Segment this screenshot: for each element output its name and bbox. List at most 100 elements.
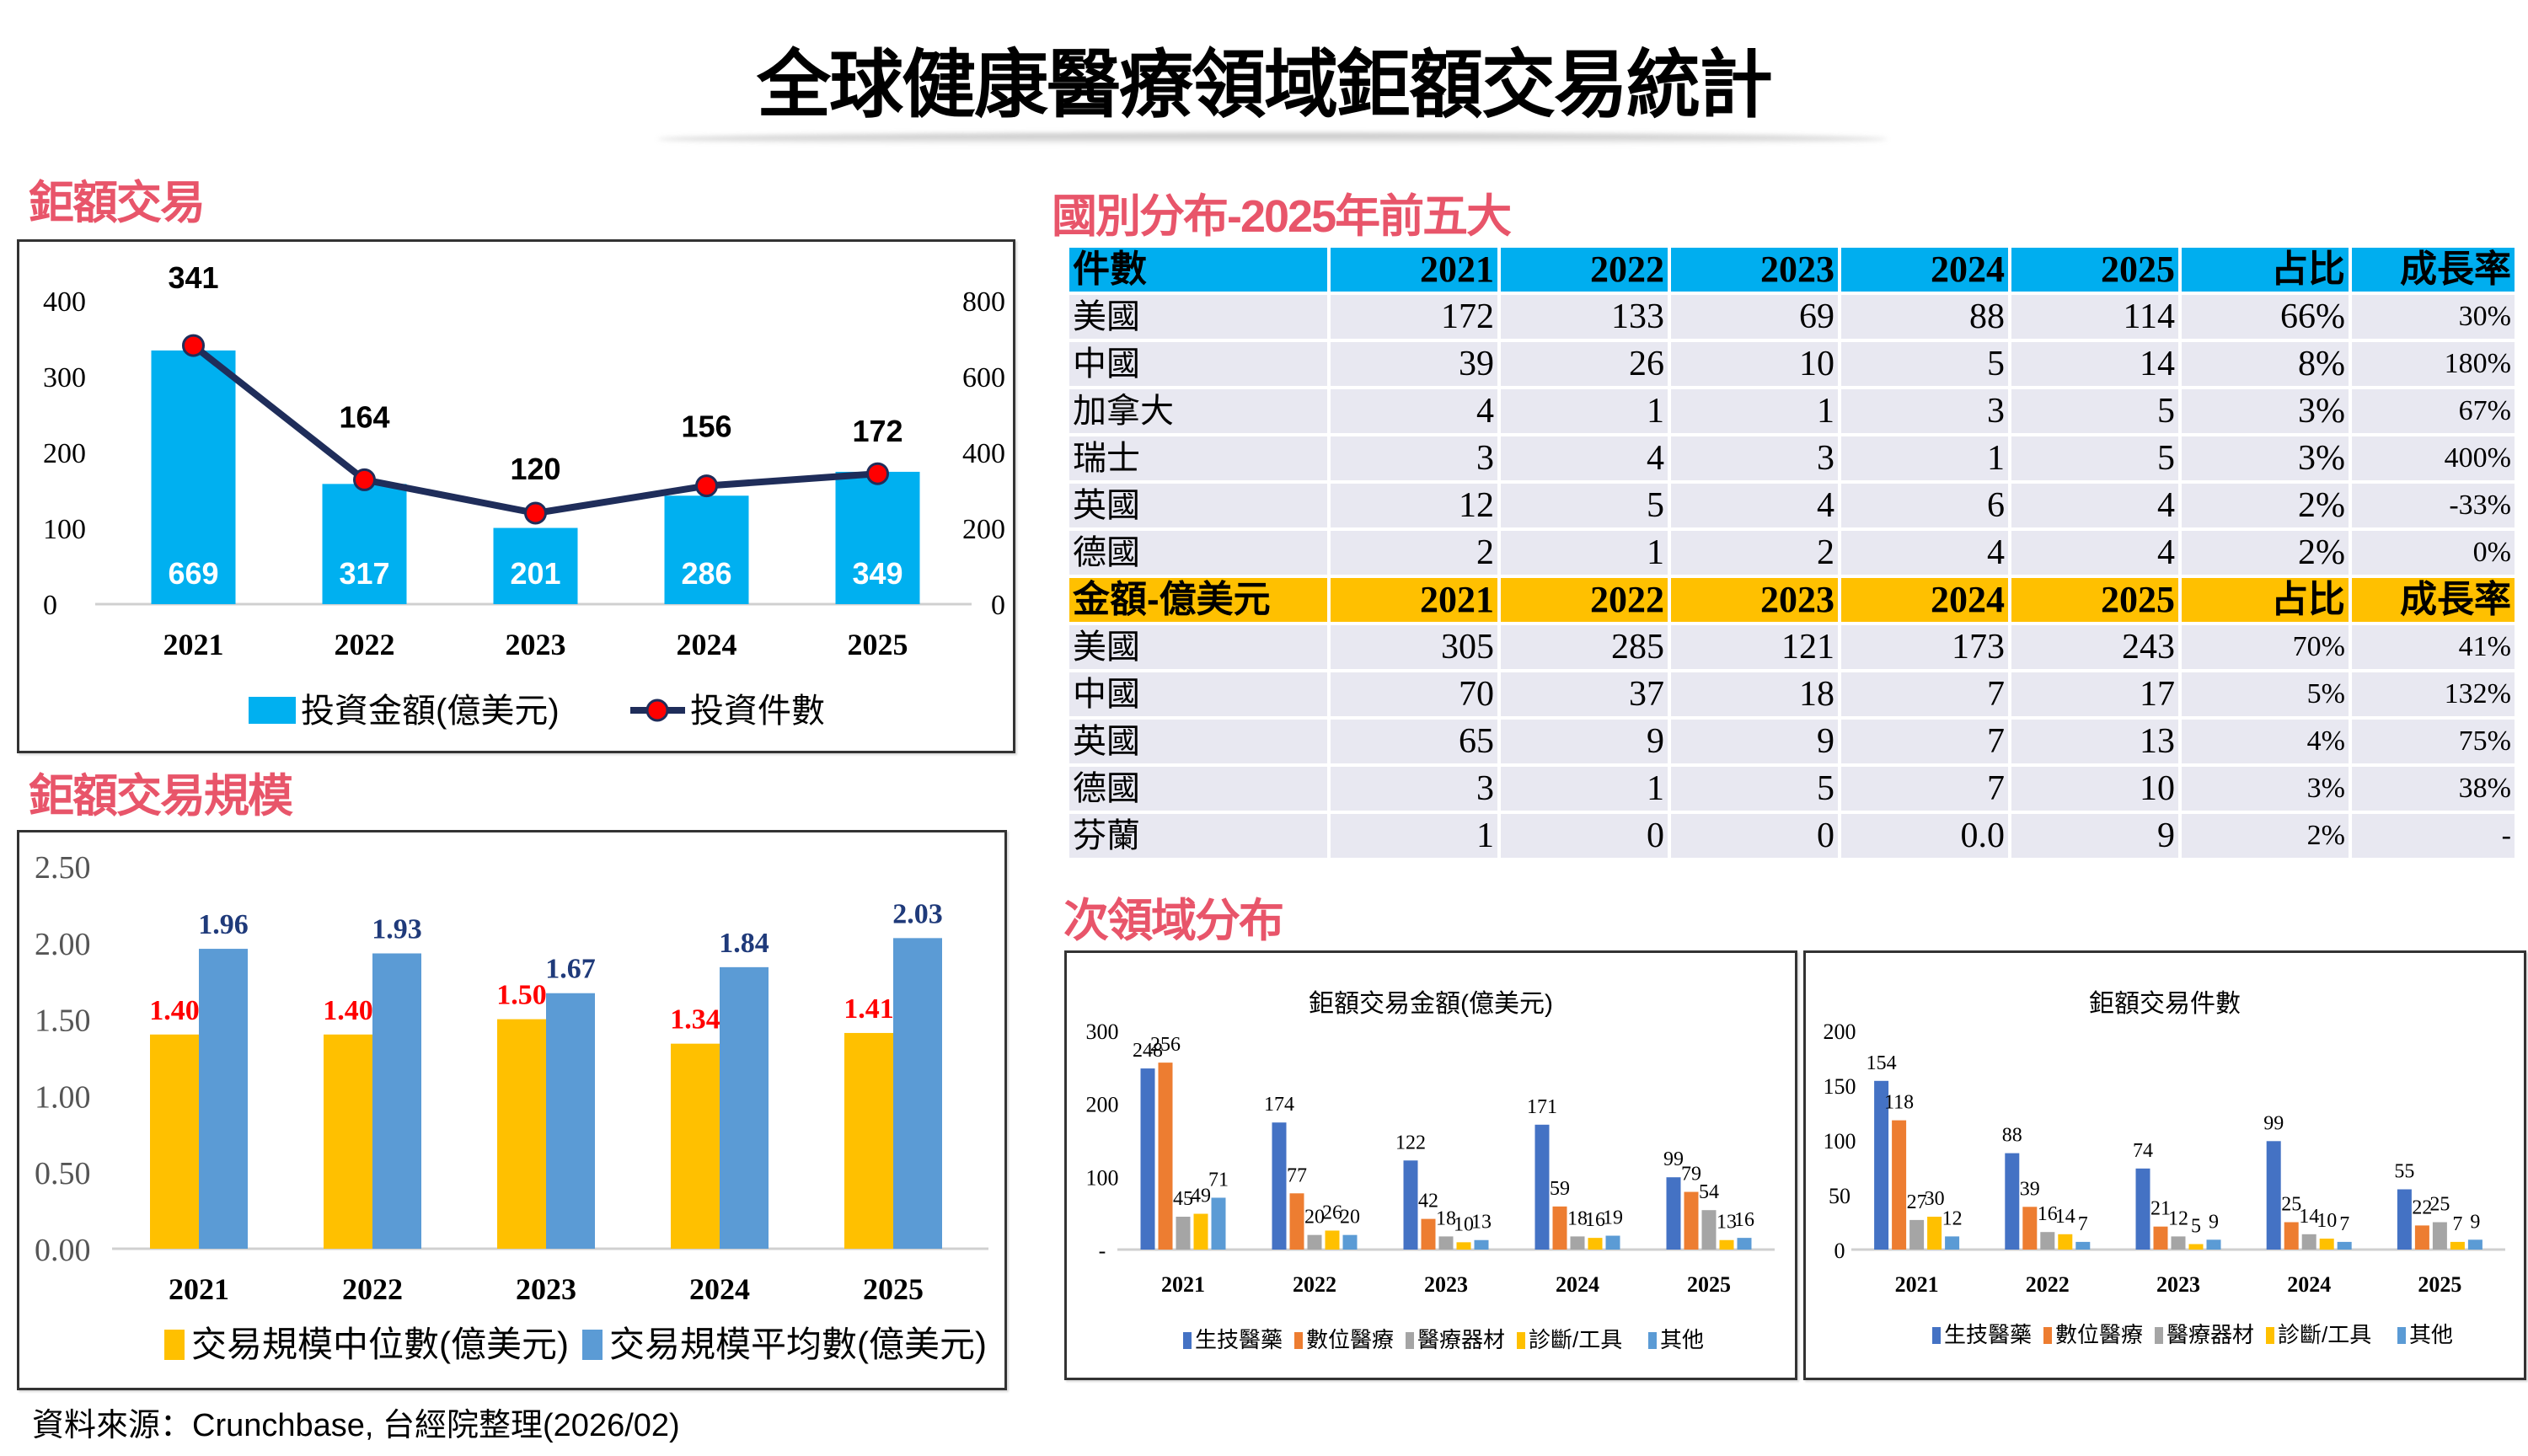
y-tick: 200: [1086, 1093, 1119, 1117]
bar-value-label: 18: [1567, 1207, 1588, 1229]
table-cell: 9: [2011, 814, 2178, 858]
table-cell: 1: [1841, 436, 2008, 480]
table-cell: 400%: [2352, 436, 2515, 480]
count-marker: [353, 468, 376, 491]
bar-value-label: 14: [2055, 1206, 2075, 1228]
bar-value-label: 42: [1418, 1191, 1438, 1212]
table-cell: 3%: [2182, 389, 2349, 433]
legend-swatch: [1648, 1332, 1657, 1349]
subdomain-bar: [1552, 1206, 1567, 1250]
legend-label: 生技醫藥: [1195, 1327, 1283, 1352]
x-tick: 2021: [1161, 1272, 1205, 1297]
subdomain-bar: [2153, 1226, 2168, 1250]
table-cell: 285: [1501, 625, 1668, 669]
y-tick: 300: [1086, 1020, 1119, 1044]
x-tick: 2024: [2287, 1272, 2331, 1297]
subdomain-bar: [1892, 1120, 1907, 1250]
legend-label: 生技醫藥: [1944, 1322, 2032, 1347]
subdomain-bar: [2450, 1241, 2465, 1250]
legend-label-amount: 投資金額(億美元): [301, 693, 560, 730]
table-row: 美國 305 285 121 173 243 70% 41%: [1069, 625, 2515, 669]
bar-value-label: 7: [2078, 1213, 2088, 1235]
table-cell: 5: [2011, 436, 2178, 480]
amount-bar: [322, 484, 407, 604]
table-cell: 0.0: [1841, 814, 2008, 858]
subdomain-bar: [1588, 1238, 1603, 1250]
table-cell: 39: [1331, 342, 1497, 386]
bar-value-label: 74: [2133, 1140, 2153, 1162]
table-row: 中國 39 26 10 5 14 8% 180%: [1069, 342, 2515, 386]
table-cell: 70%: [2182, 625, 2349, 669]
median-label: 1.41: [844, 993, 894, 1025]
table-cell: 0%: [2352, 531, 2515, 575]
table-cell: 3: [1671, 436, 1838, 480]
table-row: 英國 12 5 4 6 4 2% -33%: [1069, 484, 2515, 527]
bar-value-label: 21: [2150, 1198, 2171, 1220]
title-divider-shadow: [657, 133, 1888, 145]
table-cell: 1: [1501, 767, 1668, 811]
y-right-tick: 0: [991, 590, 1005, 621]
row-label: 美國: [1069, 295, 1327, 339]
amount-label: 317: [339, 556, 389, 591]
bar-value-label: 14: [2299, 1206, 2319, 1228]
table-cell: -33%: [2352, 484, 2515, 527]
bar-value-label: 10: [2316, 1210, 2337, 1232]
row-label: 金額-億美元: [1069, 578, 1327, 622]
bar-value-label: 13: [1717, 1212, 1737, 1234]
x-tick: 2021: [1895, 1272, 1939, 1297]
bar-value-label: 9: [2470, 1211, 2480, 1233]
bar-value-label: 122: [1395, 1132, 1426, 1154]
count-header-row: 件數 2021 2022 2023 2024 2025 占比 成長率: [1069, 248, 2515, 292]
row-label: 中國: [1069, 672, 1327, 716]
row-label: 芬蘭: [1069, 814, 1327, 858]
table-cell: -: [2352, 814, 2515, 858]
table-cell: 4%: [2182, 720, 2349, 763]
mean-label: 1.93: [372, 914, 422, 945]
y-left-tick: 100: [43, 514, 86, 545]
bar-value-label: 16: [2038, 1203, 2058, 1225]
bar-value-label: 13: [1471, 1212, 1492, 1234]
bar-value-label: 12: [1942, 1207, 1963, 1229]
subdomain-bar: [2075, 1241, 2091, 1250]
bar-value-label: 45: [1173, 1188, 1193, 1210]
bar-value-label: 30: [1925, 1188, 1945, 1210]
table-cell: 2024: [1841, 248, 2008, 292]
y-tick: 2.00: [35, 927, 91, 962]
bar-value-label: 154: [1867, 1052, 1897, 1074]
bar-value-label: 7: [2452, 1213, 2462, 1235]
y-tick: 150: [1824, 1074, 1856, 1099]
legend-swatch: [2043, 1327, 2052, 1344]
subdomain-bar: [2319, 1239, 2334, 1250]
y-right-tick: 400: [962, 438, 1005, 469]
table-cell: 243: [2011, 625, 2178, 669]
table-cell: 18: [1671, 672, 1838, 716]
x-tick: 2021: [163, 628, 224, 661]
table-cell: 13: [2011, 720, 2178, 763]
table-cell: 7: [1841, 672, 2008, 716]
mean-label: 1.96: [198, 909, 249, 940]
subdomain-bar: [1684, 1191, 1699, 1250]
table-cell: 30%: [2352, 295, 2515, 339]
bar-value-label: 49: [1191, 1186, 1211, 1207]
amount-label: 349: [852, 556, 902, 591]
table-cell: 2024: [1841, 578, 2008, 622]
table-cell: 172: [1331, 295, 1497, 339]
count-label: 156: [681, 410, 731, 444]
subdomain-bar: [2188, 1244, 2204, 1250]
x-tick: 2025: [848, 628, 908, 661]
table-row: 芬蘭 1 0 0 0.0 9 2% -: [1069, 814, 2515, 858]
legend-swatch: [1406, 1332, 1414, 1349]
y-tick: 200: [1824, 1020, 1856, 1044]
table-cell: 5%: [2182, 672, 2349, 716]
subdomain-bar: [2301, 1234, 2316, 1250]
table-cell: 3: [1841, 389, 2008, 433]
table-cell: 成長率: [2352, 248, 2515, 292]
amount-bar: [664, 495, 749, 604]
bar-value-label: 88: [2002, 1125, 2022, 1147]
table-cell: 4: [1331, 389, 1497, 433]
subdomain-bar: [1325, 1230, 1340, 1250]
bar-value-label: 18: [1436, 1207, 1456, 1229]
y-tick: 100: [1824, 1129, 1856, 1154]
amount-header-row: 金額-億美元 2021 2022 2023 2024 2025 占比 成長率: [1069, 578, 2515, 622]
table-cell: 4: [2011, 484, 2178, 527]
